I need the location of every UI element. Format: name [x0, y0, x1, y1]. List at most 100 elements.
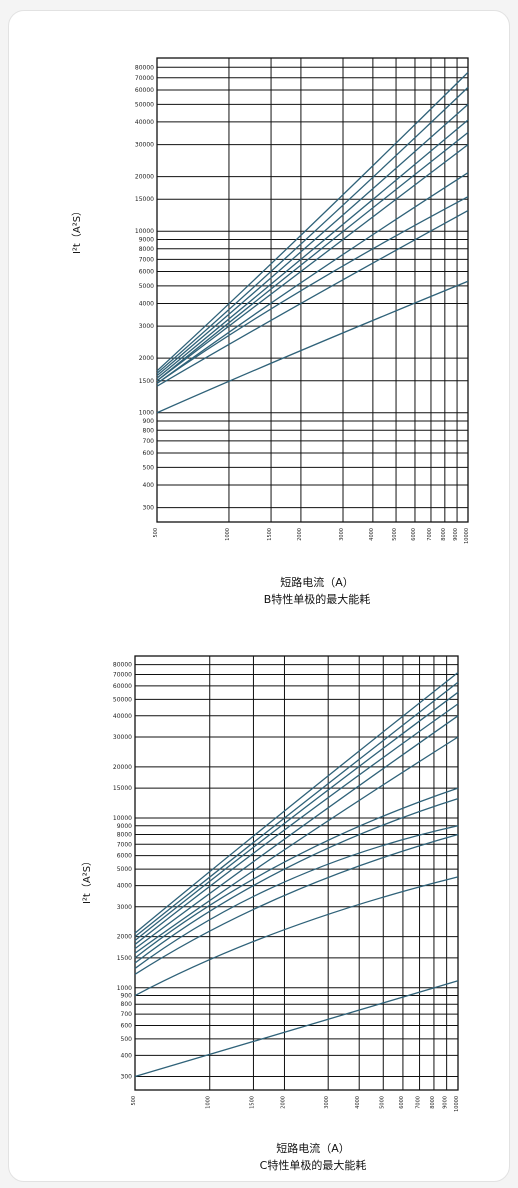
x-tick-label: 5000: [379, 1096, 385, 1109]
series-line: [134, 703, 459, 945]
x-axis-label: 短路电流（A）: [280, 575, 354, 589]
y-tick-label: 30000: [135, 142, 154, 149]
series-line: [156, 71, 469, 372]
y-tick-label: 10000: [135, 228, 154, 235]
series-line: [134, 715, 459, 950]
x-tick-label: 2000: [297, 528, 303, 541]
y-tick-label: 30000: [113, 734, 132, 741]
y-tick-label: 10000: [113, 815, 132, 822]
y-tick-label: 5000: [139, 283, 154, 290]
x-tick-label: 3000: [339, 528, 345, 541]
y-tick-label: 1000: [117, 985, 132, 992]
plot-frame: [134, 655, 459, 1091]
y-tick-label: 15000: [135, 196, 154, 203]
series-line: [156, 131, 469, 382]
y-tick-label: 500: [121, 1036, 133, 1043]
y-tick-label: 300: [121, 1074, 133, 1081]
y-tick-label: 700: [143, 438, 155, 445]
series-line: [156, 196, 469, 384]
x-tick-label: 4000: [369, 528, 375, 541]
x-tick-label: 10000: [454, 1096, 460, 1112]
y-tick-label: 9000: [139, 237, 154, 244]
x-tick-label: 500: [131, 1096, 137, 1106]
series-line: [134, 833, 459, 975]
series-line: [134, 691, 459, 941]
series-line: [156, 172, 469, 384]
series-line: [156, 209, 469, 387]
y-tick-label: 40000: [135, 119, 154, 126]
y-tick-label: 1000: [139, 410, 154, 417]
y-tick-label: 5000: [117, 866, 132, 873]
series-line: [134, 681, 459, 938]
chart-ticks: 3004005006007008009001000150020003000400…: [135, 64, 470, 544]
y-tick-label: 6000: [139, 268, 154, 275]
series-line: [134, 825, 459, 969]
series-line: [134, 876, 459, 997]
y-tick-label: 50000: [135, 101, 154, 108]
y-tick-label: 800: [121, 1001, 133, 1008]
y-axis-label: I²t（A²S）: [81, 856, 93, 904]
series-line: [156, 144, 469, 382]
chart-title: B特性单极的最大能耗: [264, 592, 371, 606]
x-tick-label: 4000: [355, 1096, 361, 1109]
series-line: [134, 671, 459, 934]
y-tick-label: 70000: [135, 75, 154, 82]
chart-grid: [156, 57, 469, 523]
y-tick-label: 15000: [113, 785, 132, 792]
figure-card: [8, 10, 510, 1182]
y-tick-label: 600: [121, 1022, 133, 1029]
x-tick-label: 2000: [280, 1096, 286, 1109]
x-tick-label: 500: [153, 528, 159, 538]
x-tick-label: 7000: [416, 1096, 422, 1109]
y-tick-label: 8000: [139, 246, 154, 253]
x-tick-label: 10000: [464, 528, 470, 544]
x-tick-label: 5000: [392, 528, 398, 541]
series-line: [134, 736, 459, 954]
y-tick-label: 80000: [135, 64, 154, 71]
x-tick-label: 1000: [225, 528, 231, 541]
series-line: [134, 798, 459, 964]
y-tick-label: 900: [121, 993, 133, 1000]
chart-series-group: [134, 671, 459, 1078]
x-tick-label: 8000: [441, 528, 447, 541]
y-tick-label: 60000: [135, 87, 154, 94]
chart-ticks: 3004005006007008009001000150020003000400…: [113, 662, 460, 1112]
series-line: [134, 980, 459, 1078]
y-tick-label: 2000: [117, 934, 132, 941]
y-tick-label: 40000: [113, 713, 132, 720]
x-tick-label: 7000: [427, 528, 433, 541]
y-tick-label: 50000: [113, 696, 132, 703]
x-tick-label: 6000: [411, 528, 417, 541]
y-tick-label: 600: [143, 450, 155, 457]
y-tick-label: 500: [143, 464, 155, 471]
y-tick-label: 70000: [113, 672, 132, 679]
y-tick-label: 2000: [139, 355, 154, 362]
x-tick-label: 9000: [453, 528, 459, 541]
x-tick-label: 6000: [399, 1096, 405, 1109]
y-tick-label: 80000: [113, 662, 132, 669]
y-tick-label: 700: [121, 1011, 133, 1018]
y-tick-label: 9000: [117, 823, 132, 830]
x-tick-label: 1500: [267, 528, 273, 541]
y-tick-label: 7000: [117, 841, 132, 848]
y-tick-label: 20000: [113, 764, 132, 771]
y-tick-label: 60000: [113, 683, 132, 690]
series-line: [156, 280, 469, 414]
y-axis-label: I²t（A²S）: [71, 206, 83, 254]
series-line: [156, 103, 469, 377]
x-tick-label: 9000: [443, 1096, 449, 1109]
y-tick-label: 400: [143, 482, 155, 489]
y-tick-label: 400: [121, 1052, 133, 1059]
x-tick-label: 3000: [324, 1096, 330, 1109]
y-tick-label: 4000: [139, 300, 154, 307]
plot-frame: [156, 57, 469, 523]
chart-title: C特性单极的最大能耗: [260, 1158, 367, 1172]
series-line: [134, 787, 459, 959]
y-tick-label: 800: [143, 427, 155, 434]
y-tick-label: 1500: [139, 378, 154, 385]
y-tick-label: 3000: [139, 323, 154, 330]
y-tick-label: 3000: [117, 904, 132, 911]
y-tick-label: 6000: [117, 853, 132, 860]
series-line: [156, 119, 469, 379]
